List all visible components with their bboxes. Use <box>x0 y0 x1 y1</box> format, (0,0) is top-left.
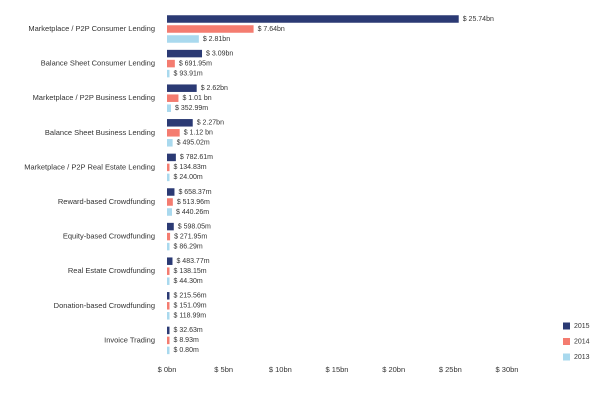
value-label: $ 25.74bn <box>463 16 494 23</box>
value-label: $ 2.27bn <box>197 120 224 127</box>
value-label: $ 1.12 bn <box>184 130 213 137</box>
bar <box>167 94 179 102</box>
value-label: $ 2.62bn <box>201 85 228 92</box>
category-label: Balance Sheet Consumer Lending <box>41 59 155 68</box>
value-label: $ 215.56m <box>174 293 207 300</box>
value-label: $ 1.01 bn <box>182 95 211 102</box>
value-label: $ 134.83m <box>174 164 207 171</box>
bar <box>167 208 172 216</box>
value-label: $ 598.05m <box>178 223 211 230</box>
bar <box>167 35 199 43</box>
bar <box>167 49 203 58</box>
bar <box>167 242 170 251</box>
value-label: $ 138.15m <box>174 268 207 275</box>
bar <box>167 257 173 265</box>
value-label: $ 32.63m <box>174 327 203 334</box>
bar <box>167 267 170 275</box>
value-label: $ 691.95m <box>179 60 212 67</box>
bar <box>167 292 170 300</box>
value-label: $ 440.26m <box>176 209 209 216</box>
bar <box>167 188 175 196</box>
category-label: Marketplace / P2P Real Estate Lending <box>24 162 155 171</box>
bar <box>167 25 254 33</box>
x-tick-label: $ 5bn <box>214 365 233 374</box>
value-label: $ 86.29m <box>174 243 203 250</box>
value-label: $ 352.99m <box>175 105 208 112</box>
bar <box>167 104 172 112</box>
bar <box>167 15 459 23</box>
value-label: $ 3.09bn <box>206 50 233 57</box>
category-label: Equity-based Crowdfunding <box>63 232 155 241</box>
bar <box>167 163 170 172</box>
bar <box>167 69 170 78</box>
value-label: $ 0.80m <box>174 347 199 354</box>
category-label: Donation-based Crowdfunding <box>54 301 155 310</box>
x-tick-label: $ 25bn <box>439 365 462 374</box>
value-label: $ 513.96m <box>177 199 210 206</box>
category-label: Invoice Trading <box>104 335 155 344</box>
x-tick-label: $ 10bn <box>269 365 292 374</box>
value-label: $ 271.95m <box>174 233 207 240</box>
value-label: $ 483.77m <box>176 258 209 265</box>
legend-label: 2013 <box>574 354 590 361</box>
x-tick-label: $ 20bn <box>382 365 405 374</box>
bar <box>167 153 176 162</box>
legend-swatch <box>563 322 570 330</box>
bar <box>167 198 173 206</box>
bar <box>167 173 170 182</box>
bar <box>167 326 170 335</box>
category-label: Real Estate Crowdfunding <box>68 266 155 275</box>
bar <box>167 119 193 127</box>
value-label: $ 7.64bn <box>258 26 285 33</box>
value-label: $ 24.00m <box>174 174 203 181</box>
bar <box>167 129 180 137</box>
category-label: Reward-based Crowdfunding <box>58 197 155 206</box>
bar <box>167 277 170 285</box>
value-label: $ 44.30m <box>174 278 203 285</box>
category-label: Balance Sheet Business Lending <box>45 128 155 137</box>
value-label: $ 93.91m <box>174 70 203 77</box>
bar <box>167 346 170 355</box>
x-tick-label: $ 0bn <box>158 365 177 374</box>
bar <box>167 139 173 147</box>
value-label: $ 2.81bn <box>203 36 230 43</box>
value-label: $ 8.93m <box>174 337 199 344</box>
category-label: Marketplace / P2P Business Lending <box>33 93 155 102</box>
legend-label: 2014 <box>574 338 590 345</box>
legend-label: 2015 <box>574 323 590 330</box>
value-label: $ 118.99m <box>174 313 207 320</box>
legend-swatch <box>563 338 570 345</box>
category-label: Marketplace / P2P Consumer Lending <box>28 24 155 33</box>
value-label: $ 658.37m <box>178 189 211 196</box>
bar <box>167 336 170 345</box>
value-label: $ 782.61m <box>180 154 213 161</box>
value-label: $ 151.09m <box>174 303 207 310</box>
bar <box>167 84 197 92</box>
x-tick-label: $ 15bn <box>326 365 349 374</box>
bar <box>167 232 171 241</box>
x-tick-label: $ 30bn <box>496 365 519 374</box>
bar <box>167 222 174 231</box>
bar <box>167 59 175 68</box>
legend-swatch <box>563 353 570 361</box>
bar <box>167 312 170 320</box>
bar <box>167 302 170 310</box>
value-label: $ 495.02m <box>177 140 210 147</box>
